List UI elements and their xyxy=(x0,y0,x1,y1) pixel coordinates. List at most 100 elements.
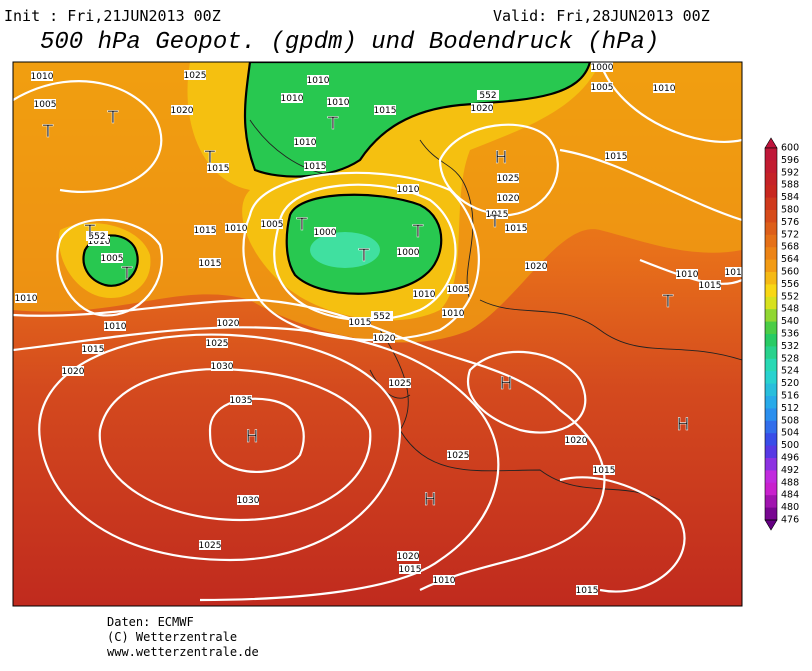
isobar-label-box xyxy=(101,253,123,263)
pressure-center: T xyxy=(296,215,308,235)
isobar-label: 1015 xyxy=(699,281,722,291)
isobar-label: 1005 xyxy=(591,83,614,93)
colorbar-swatch xyxy=(765,160,777,174)
isobar-label-box xyxy=(725,267,742,277)
isobar-label-box xyxy=(281,93,303,103)
colorbar-label: 476 xyxy=(781,515,799,526)
colorbar-label: 556 xyxy=(781,279,799,290)
isobar-label: 1000 xyxy=(591,63,614,73)
colorbar-swatch xyxy=(765,420,777,434)
isobar-label: 1005 xyxy=(34,100,57,110)
colorbar-swatch xyxy=(765,197,777,211)
colorbar-label: 496 xyxy=(781,453,799,464)
isobar-label-box xyxy=(171,105,193,115)
valid-time: Valid: Fri,28JUN2013 00Z xyxy=(493,7,710,25)
isobar-label: 1005 xyxy=(261,220,284,230)
init-time: Init : Fri,21JUN2013 00Z xyxy=(4,7,221,25)
colorbar-swatch xyxy=(765,148,777,161)
isobar-label-box xyxy=(505,223,527,233)
colorbar-swatch xyxy=(765,396,777,409)
isobar-label: 1010 xyxy=(442,309,465,319)
colorbar-label: 536 xyxy=(781,329,799,340)
isobar-label: 1015 xyxy=(399,565,422,575)
isobar-label: 1020 xyxy=(397,552,420,562)
colorbar-swatch xyxy=(765,185,777,199)
isobar-label-box xyxy=(373,333,395,343)
isobar xyxy=(56,218,163,317)
isobar-label-box xyxy=(447,284,469,294)
isobar-label-box xyxy=(442,308,464,318)
isobar-label: 1020 xyxy=(471,104,494,114)
isobar-label: 1030 xyxy=(211,362,234,372)
colorbar-swatch xyxy=(765,309,777,323)
colorbar-top-cap xyxy=(764,137,778,149)
isobar-label-box xyxy=(217,318,239,328)
isobar-label: 1010 xyxy=(88,237,111,247)
isobar-label: 1015 xyxy=(605,152,628,162)
coastline xyxy=(249,119,742,501)
colorbar-label: 572 xyxy=(781,229,799,240)
isobar-label-box xyxy=(593,465,615,475)
colorbar-swatch xyxy=(765,334,777,347)
isobar-label-box xyxy=(399,564,421,574)
isobar-label: 1020 xyxy=(525,262,548,272)
isobar-label-box xyxy=(304,161,326,171)
colorbar-swatch xyxy=(765,210,777,223)
isobar-label: 1020 xyxy=(171,106,194,116)
colorbar-label: 480 xyxy=(781,502,799,513)
footer-url: www.wetterzentrale.de xyxy=(107,645,259,659)
isobar-label-box xyxy=(294,137,316,147)
isobar-label: 1015 xyxy=(576,586,599,596)
colorbar-label: 548 xyxy=(781,304,799,315)
isobar-label-box xyxy=(413,289,435,299)
isobar-label: 1020 xyxy=(565,436,588,446)
isobar-label: 1010 xyxy=(31,72,54,82)
isobar-label: 1025 xyxy=(497,174,520,184)
isobar-label: 552 xyxy=(373,312,390,322)
colorbar-swatch xyxy=(765,321,777,335)
colorbar-label: 500 xyxy=(781,440,799,451)
colorbar-swatch xyxy=(765,445,777,459)
colorbar-swatch xyxy=(765,222,777,236)
isobar-label: 1020 xyxy=(373,334,396,344)
isobar-label-box xyxy=(199,540,221,550)
isobar-label-box xyxy=(184,70,206,80)
pressure-center: T xyxy=(412,222,424,242)
isobar xyxy=(467,350,587,434)
colorbar-swatch xyxy=(765,495,777,509)
isobar xyxy=(38,333,402,562)
colorbar-label: 528 xyxy=(781,353,799,364)
colorbar-swatch xyxy=(765,284,777,298)
colorbar-label: 492 xyxy=(781,465,799,476)
isobar-label: 1015 xyxy=(505,224,528,234)
colorbar-swatch xyxy=(765,259,777,273)
isobar-label: 1035 xyxy=(230,396,253,406)
isobar-label-box xyxy=(433,575,455,585)
isobar-label: 1020 xyxy=(497,194,520,204)
pressure-center: H xyxy=(495,148,508,168)
colorbar-label: 520 xyxy=(781,378,799,389)
isobar-label-box xyxy=(497,173,519,183)
isobar-label: 1010 xyxy=(281,94,304,104)
isobar-label: 1025 xyxy=(389,379,412,389)
colorbar-label: 584 xyxy=(781,192,799,203)
isobar-label: 1015 xyxy=(593,466,616,476)
map-title: 500 hPa Geopot. (gpdm) und Bodendruck (h… xyxy=(40,29,659,56)
pressure-center: H xyxy=(677,415,690,435)
isobar-label: 1010 xyxy=(725,268,748,278)
isobar-label: 1015 xyxy=(199,259,222,269)
isobar-label-box xyxy=(565,435,587,445)
isobar xyxy=(438,123,559,217)
isobar-label: 1010 xyxy=(433,576,456,586)
isobar-label: 1015 xyxy=(304,162,327,172)
isobar-label: 1010 xyxy=(15,294,38,304)
isobar-label: 552 xyxy=(479,91,496,101)
pressure-center: T xyxy=(42,122,54,142)
green-zone xyxy=(310,232,380,268)
isobar-label-box xyxy=(605,151,627,161)
colorbar-label: 580 xyxy=(781,205,799,216)
isobar-label: 1005 xyxy=(447,285,470,295)
colorbar-label: 508 xyxy=(781,415,799,426)
isobar-label-box xyxy=(497,193,519,203)
